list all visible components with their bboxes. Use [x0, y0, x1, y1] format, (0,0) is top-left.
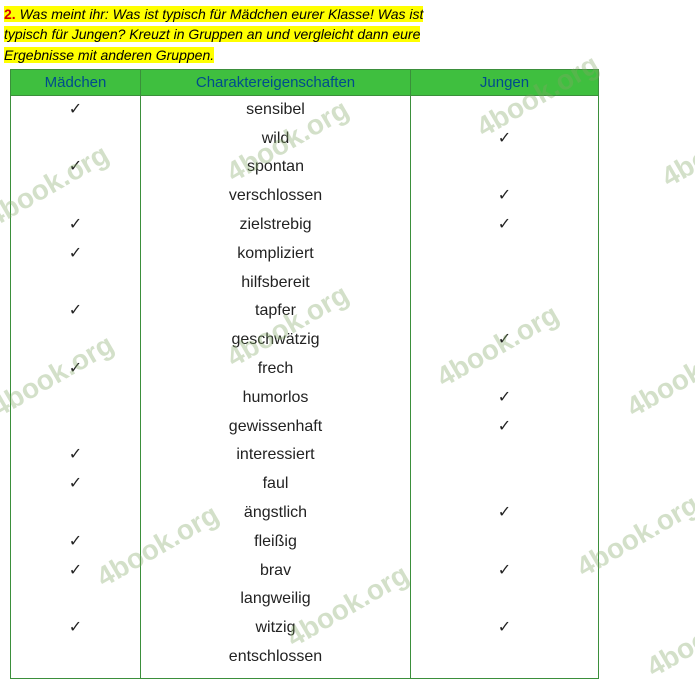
- cell-girls: [11, 585, 141, 614]
- header-boys: Jungen: [411, 69, 599, 95]
- cell-boys: [411, 355, 599, 384]
- cell-trait: zielstrebig: [141, 211, 411, 240]
- cell-girls: [11, 182, 141, 211]
- cell-girls: ✓: [11, 153, 141, 182]
- cell-girls: [11, 269, 141, 298]
- cell-trait: interessiert: [141, 441, 411, 470]
- cell-girls: ✓: [11, 297, 141, 326]
- cell-boys: ✓: [411, 211, 599, 240]
- table-row: ✓faul: [11, 470, 599, 499]
- cell-boys: [411, 153, 599, 182]
- cell-trait: humorlos: [141, 384, 411, 413]
- cell-girls: [11, 499, 141, 528]
- cell-trait: langweilig: [141, 585, 411, 614]
- cell-trait: faul: [141, 470, 411, 499]
- table-row: wild✓: [11, 125, 599, 154]
- table-row: ✓witzig✓: [11, 614, 599, 643]
- cell-trait: wild: [141, 125, 411, 154]
- cell-boys: ✓: [411, 557, 599, 586]
- cell-girls: ✓: [11, 240, 141, 269]
- cell-girls: [11, 384, 141, 413]
- cell-trait: entschlossen: [141, 643, 411, 678]
- table-row: ✓interessiert: [11, 441, 599, 470]
- cell-girls: ✓: [11, 441, 141, 470]
- cell-boys: [411, 528, 599, 557]
- table-row: ängstlich✓: [11, 499, 599, 528]
- watermark: 4book.org: [656, 98, 695, 193]
- table-row: hilfsbereit: [11, 269, 599, 298]
- cell-boys: ✓: [411, 413, 599, 442]
- cell-girls: ✓: [11, 614, 141, 643]
- cell-girls: [11, 643, 141, 678]
- header-girls: Mädchen: [11, 69, 141, 95]
- table-row: geschwätzig✓: [11, 326, 599, 355]
- table-header-row: Mädchen Charaktereigenschaften Jungen: [11, 69, 599, 95]
- cell-girls: [11, 413, 141, 442]
- exercise-number: 2.: [4, 6, 16, 22]
- cell-boys: [411, 441, 599, 470]
- cell-boys: ✓: [411, 384, 599, 413]
- cell-trait: kompliziert: [141, 240, 411, 269]
- table-row: humorlos✓: [11, 384, 599, 413]
- cell-boys: ✓: [411, 499, 599, 528]
- cell-girls: ✓: [11, 528, 141, 557]
- table-row: langweilig: [11, 585, 599, 614]
- header-traits: Charaktereigenschaften: [141, 69, 411, 95]
- cell-girls: ✓: [11, 557, 141, 586]
- cell-boys: [411, 297, 599, 326]
- watermark: 4book.org: [621, 328, 695, 423]
- cell-boys: ✓: [411, 614, 599, 643]
- cell-trait: brav: [141, 557, 411, 586]
- watermark: 4book.org: [641, 588, 695, 683]
- cell-boys: ✓: [411, 182, 599, 211]
- cell-girls: ✓: [11, 470, 141, 499]
- instruction-line2: typisch für Jungen? Kreuzt in Gruppen an…: [4, 26, 420, 42]
- cell-boys: [411, 240, 599, 269]
- table-row: entschlossen: [11, 643, 599, 678]
- cell-girls: ✓: [11, 95, 141, 124]
- cell-girls: ✓: [11, 211, 141, 240]
- cell-trait: tapfer: [141, 297, 411, 326]
- cell-trait: spontan: [141, 153, 411, 182]
- table-row: verschlossen✓: [11, 182, 599, 211]
- traits-table: Mädchen Charaktereigenschaften Jungen ✓s…: [10, 69, 599, 679]
- instruction-line1: Was meint ihr: Was ist typisch für Mädch…: [16, 6, 424, 22]
- table-row: ✓frech: [11, 355, 599, 384]
- instruction-line3: Ergebnisse mit anderen Gruppen.: [4, 47, 214, 63]
- cell-trait: hilfsbereit: [141, 269, 411, 298]
- table-row: ✓fleißig: [11, 528, 599, 557]
- table-row: ✓brav✓: [11, 557, 599, 586]
- cell-girls: ✓: [11, 355, 141, 384]
- cell-girls: [11, 326, 141, 355]
- cell-boys: ✓: [411, 326, 599, 355]
- cell-boys: ✓: [411, 125, 599, 154]
- cell-trait: ängstlich: [141, 499, 411, 528]
- cell-trait: witzig: [141, 614, 411, 643]
- cell-trait: geschwätzig: [141, 326, 411, 355]
- cell-boys: [411, 643, 599, 678]
- table-row: gewissenhaft✓: [11, 413, 599, 442]
- table-row: ✓spontan: [11, 153, 599, 182]
- table-row: ✓sensibel: [11, 95, 599, 124]
- cell-trait: verschlossen: [141, 182, 411, 211]
- cell-trait: gewissenhaft: [141, 413, 411, 442]
- table-row: ✓tapfer: [11, 297, 599, 326]
- cell-trait: fleißig: [141, 528, 411, 557]
- cell-trait: sensibel: [141, 95, 411, 124]
- cell-boys: [411, 585, 599, 614]
- table-row: ✓kompliziert: [11, 240, 599, 269]
- cell-trait: frech: [141, 355, 411, 384]
- cell-boys: [411, 470, 599, 499]
- table-row: ✓zielstrebig✓: [11, 211, 599, 240]
- cell-boys: [411, 269, 599, 298]
- exercise-instruction: 2. Was meint ihr: Was ist typisch für Mä…: [4, 4, 691, 65]
- cell-boys: [411, 95, 599, 124]
- cell-girls: [11, 125, 141, 154]
